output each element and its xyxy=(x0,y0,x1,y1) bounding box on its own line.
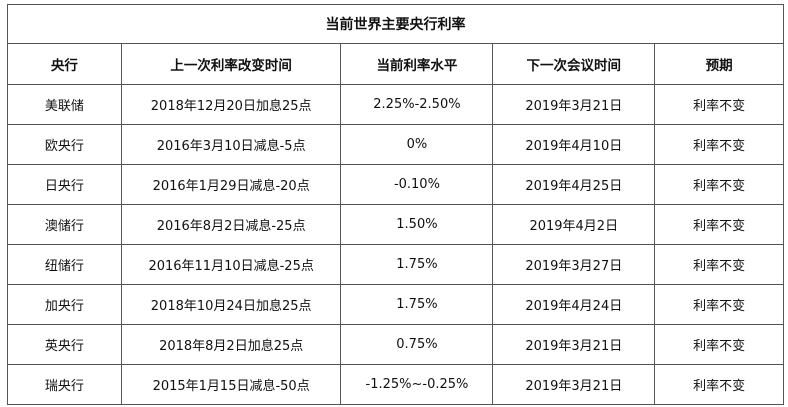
cell-current-rate: -0.10% xyxy=(340,164,494,205)
cell-expectation: 利率不变 xyxy=(654,244,784,285)
cell-current-rate: -1.25%~-0.25% xyxy=(340,364,494,405)
cell-last-change: 2016年3月10日减息-5点 xyxy=(120,124,342,165)
cell-expectation: 利率不变 xyxy=(654,364,784,405)
table-row: 美联储 2018年12月20日加息25点 2.25%-2.50% 2019年3月… xyxy=(7,84,784,125)
cell-central-bank: 欧央行 xyxy=(7,124,122,165)
cell-expectation: 利率不变 xyxy=(654,284,784,325)
header-central-bank: 央行 xyxy=(7,43,122,85)
cell-last-change: 2016年1月29日减息-20点 xyxy=(120,164,342,205)
cell-next-meeting: 2019年3月21日 xyxy=(492,324,656,365)
cell-next-meeting: 2019年4月2日 xyxy=(492,204,656,245)
cell-last-change: 2018年12月20日加息25点 xyxy=(120,84,342,125)
cell-expectation: 利率不变 xyxy=(654,164,784,205)
cell-central-bank: 纽储行 xyxy=(7,244,122,285)
cell-current-rate: 1.75% xyxy=(340,284,494,325)
cell-central-bank: 英央行 xyxy=(7,324,122,365)
cell-expectation: 利率不变 xyxy=(654,84,784,125)
cell-current-rate: 1.50% xyxy=(340,204,494,245)
cell-last-change: 2015年1月15日减息-50点 xyxy=(120,364,342,405)
cell-next-meeting: 2019年3月27日 xyxy=(492,244,656,285)
cell-next-meeting: 2019年4月24日 xyxy=(492,284,656,325)
table-row: 英央行 2018年8月2日加息25点 0.75% 2019年3月21日 利率不变 xyxy=(7,324,784,365)
header-current-rate: 当前利率水平 xyxy=(340,43,494,85)
table-row: 加央行 2018年10月24日加息25点 1.75% 2019年4月24日 利率… xyxy=(7,284,784,325)
cell-last-change: 2016年11月10日减息-25点 xyxy=(120,244,342,285)
cell-current-rate: 0% xyxy=(340,124,494,165)
table-row: 日央行 2016年1月29日减息-20点 -0.10% 2019年4月25日 利… xyxy=(7,164,784,205)
table-row: 纽储行 2016年11月10日减息-25点 1.75% 2019年3月27日 利… xyxy=(7,244,784,285)
cell-central-bank: 日央行 xyxy=(7,164,122,205)
table-row: 瑞央行 2015年1月15日减息-50点 -1.25%~-0.25% 2019年… xyxy=(7,364,784,405)
central-bank-rates-table: 当前世界主要央行利率 央行 上一次利率改变时间 当前利率水平 下一次会议时间 预… xyxy=(7,4,784,405)
table-row: 欧央行 2016年3月10日减息-5点 0% 2019年4月10日 利率不变 xyxy=(7,124,784,165)
cell-central-bank: 美联储 xyxy=(7,84,122,125)
cell-next-meeting: 2019年3月21日 xyxy=(492,84,656,125)
cell-current-rate: 1.75% xyxy=(340,244,494,285)
header-expectation: 预期 xyxy=(654,43,784,85)
table-row: 澳储行 2016年8月2日减息-25点 1.50% 2019年4月2日 利率不变 xyxy=(7,204,784,245)
table-title-row: 当前世界主要央行利率 xyxy=(7,4,784,44)
cell-current-rate: 0.75% xyxy=(340,324,494,365)
cell-next-meeting: 2019年3月21日 xyxy=(492,364,656,405)
table-title: 当前世界主要央行利率 xyxy=(7,4,784,44)
header-last-change: 上一次利率改变时间 xyxy=(120,43,342,85)
cell-central-bank: 澳储行 xyxy=(7,204,122,245)
cell-expectation: 利率不变 xyxy=(654,324,784,365)
cell-next-meeting: 2019年4月25日 xyxy=(492,164,656,205)
cell-last-change: 2018年8月2日加息25点 xyxy=(120,324,342,365)
cell-central-bank: 加央行 xyxy=(7,284,122,325)
cell-current-rate: 2.25%-2.50% xyxy=(340,84,494,125)
cell-last-change: 2016年8月2日减息-25点 xyxy=(120,204,342,245)
cell-central-bank: 瑞央行 xyxy=(7,364,122,405)
cell-expectation: 利率不变 xyxy=(654,204,784,245)
table-header-row: 央行 上一次利率改变时间 当前利率水平 下一次会议时间 预期 xyxy=(7,43,784,85)
cell-next-meeting: 2019年4月10日 xyxy=(492,124,656,165)
cell-expectation: 利率不变 xyxy=(654,124,784,165)
header-next-meeting: 下一次会议时间 xyxy=(492,43,656,85)
cell-last-change: 2018年10月24日加息25点 xyxy=(120,284,342,325)
